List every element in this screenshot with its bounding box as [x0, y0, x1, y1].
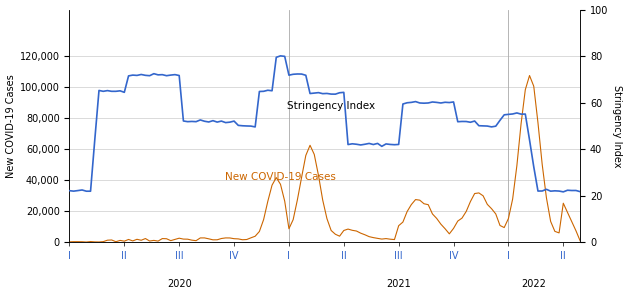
Y-axis label: Stringency Index: Stringency Index: [612, 85, 622, 167]
Text: 2020: 2020: [167, 280, 192, 290]
Text: 2021: 2021: [386, 280, 411, 290]
Text: Stringency Index: Stringency Index: [287, 101, 375, 111]
Y-axis label: New COVID-19 Cases: New COVID-19 Cases: [6, 74, 16, 178]
Text: New COVID-19 Cases: New COVID-19 Cases: [225, 172, 336, 182]
Text: 2022: 2022: [521, 280, 546, 290]
